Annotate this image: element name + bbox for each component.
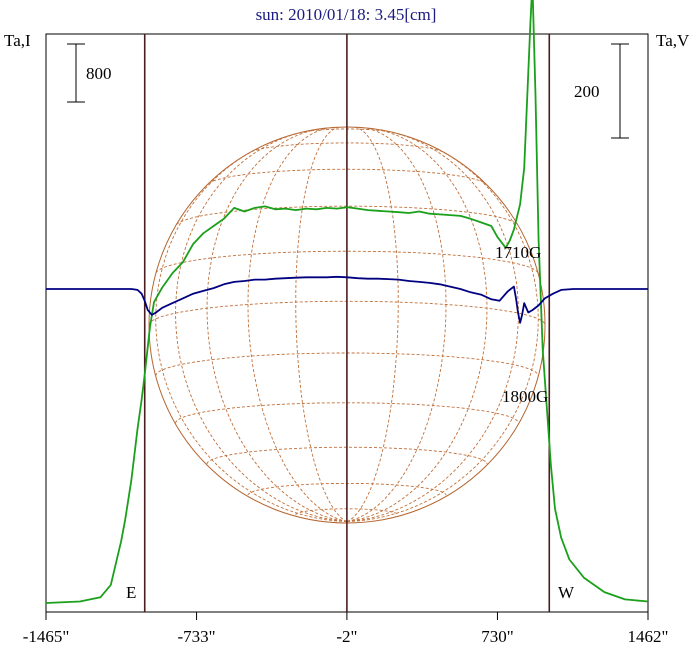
right-axis-label: Ta,V [656, 31, 690, 50]
limb-marker-west: W [558, 583, 575, 602]
longitude-line [346, 127, 447, 523]
chart-title: sun: 2010/01/18: 3.45[cm] [256, 5, 437, 24]
annotation-1710g: 1710G [495, 243, 541, 262]
x-tick-label: -1465" [23, 627, 70, 646]
latitude-line [155, 250, 539, 274]
longitude-line [346, 128, 488, 523]
series-layer [45, 0, 649, 604]
x-tick-label: -733" [177, 627, 215, 646]
longitude-line [175, 131, 348, 523]
right-scale-bar [611, 43, 629, 139]
limb-marker-east: E [126, 583, 136, 602]
left-axis-label: Ta,I [4, 31, 31, 50]
latitude-line [208, 168, 486, 184]
longitude-line [206, 128, 348, 523]
x-tick-label: -2" [336, 627, 357, 646]
x-axis-ticks: -1465" -733" -2" 730" 1462" [23, 612, 669, 646]
left-scale-bar [67, 43, 85, 103]
longitude-line [346, 146, 539, 523]
annotation-1800g: 1800G [502, 387, 548, 406]
solar-disk-grid [148, 126, 546, 524]
x-tick-label: 1462" [628, 627, 669, 646]
longitude-line [247, 127, 348, 523]
reference-lines [143, 34, 551, 612]
series-polarization-line [46, 275, 648, 324]
longitude-line [295, 126, 348, 522]
longitude-line [346, 126, 399, 522]
series-intensity-line [45, 0, 649, 604]
longitude-line [155, 146, 348, 523]
longitude-line [346, 131, 519, 523]
x-tick-label: 730" [481, 627, 513, 646]
right-scale-label: 200 [574, 82, 600, 101]
left-scale-label: 800 [86, 64, 112, 83]
